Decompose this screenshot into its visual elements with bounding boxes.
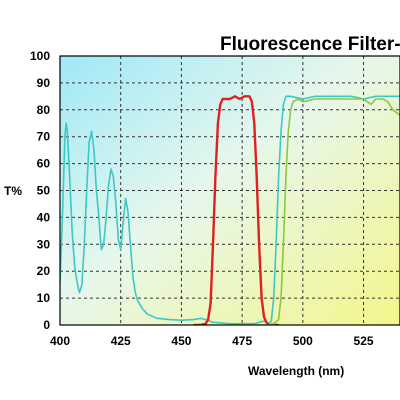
y-tick-label: 10 (37, 291, 51, 305)
series-layer (60, 95, 400, 325)
y-tick-label: 20 (37, 264, 51, 278)
x-tick-label: 500 (293, 334, 313, 348)
series-line-cyan (60, 95, 400, 325)
x-axis-label: Wavelength (nm) (248, 364, 344, 378)
x-tick-label: 450 (171, 334, 191, 348)
y-axis-label: T% (4, 184, 22, 198)
x-tick-label: 400 (50, 334, 70, 348)
x-tick-label: 525 (354, 334, 374, 348)
y-tick-label: 80 (37, 103, 51, 117)
y-axis-ticks: 0 10 20 30 40 50 60 70 80 90 100 (30, 49, 50, 332)
y-tick-label: 50 (37, 184, 51, 198)
y-tick-label: 60 (37, 157, 51, 171)
y-tick-label: 90 (37, 76, 51, 90)
x-tick-label: 425 (111, 334, 131, 348)
y-tick-label: 30 (37, 237, 51, 251)
series-line-green (230, 98, 400, 325)
series-line-red (193, 95, 279, 325)
y-tick-label: 0 (43, 318, 50, 332)
plot-border (59, 55, 400, 326)
y-tick-label: 40 (37, 210, 51, 224)
y-tick-label: 100 (30, 49, 50, 63)
x-tick-label: 475 (232, 334, 252, 348)
y-tick-label: 70 (37, 130, 51, 144)
chart-title: Fluorescence Filter- (220, 34, 400, 55)
x-axis-ticks: 400 425 450 475 500 525 (50, 334, 374, 348)
